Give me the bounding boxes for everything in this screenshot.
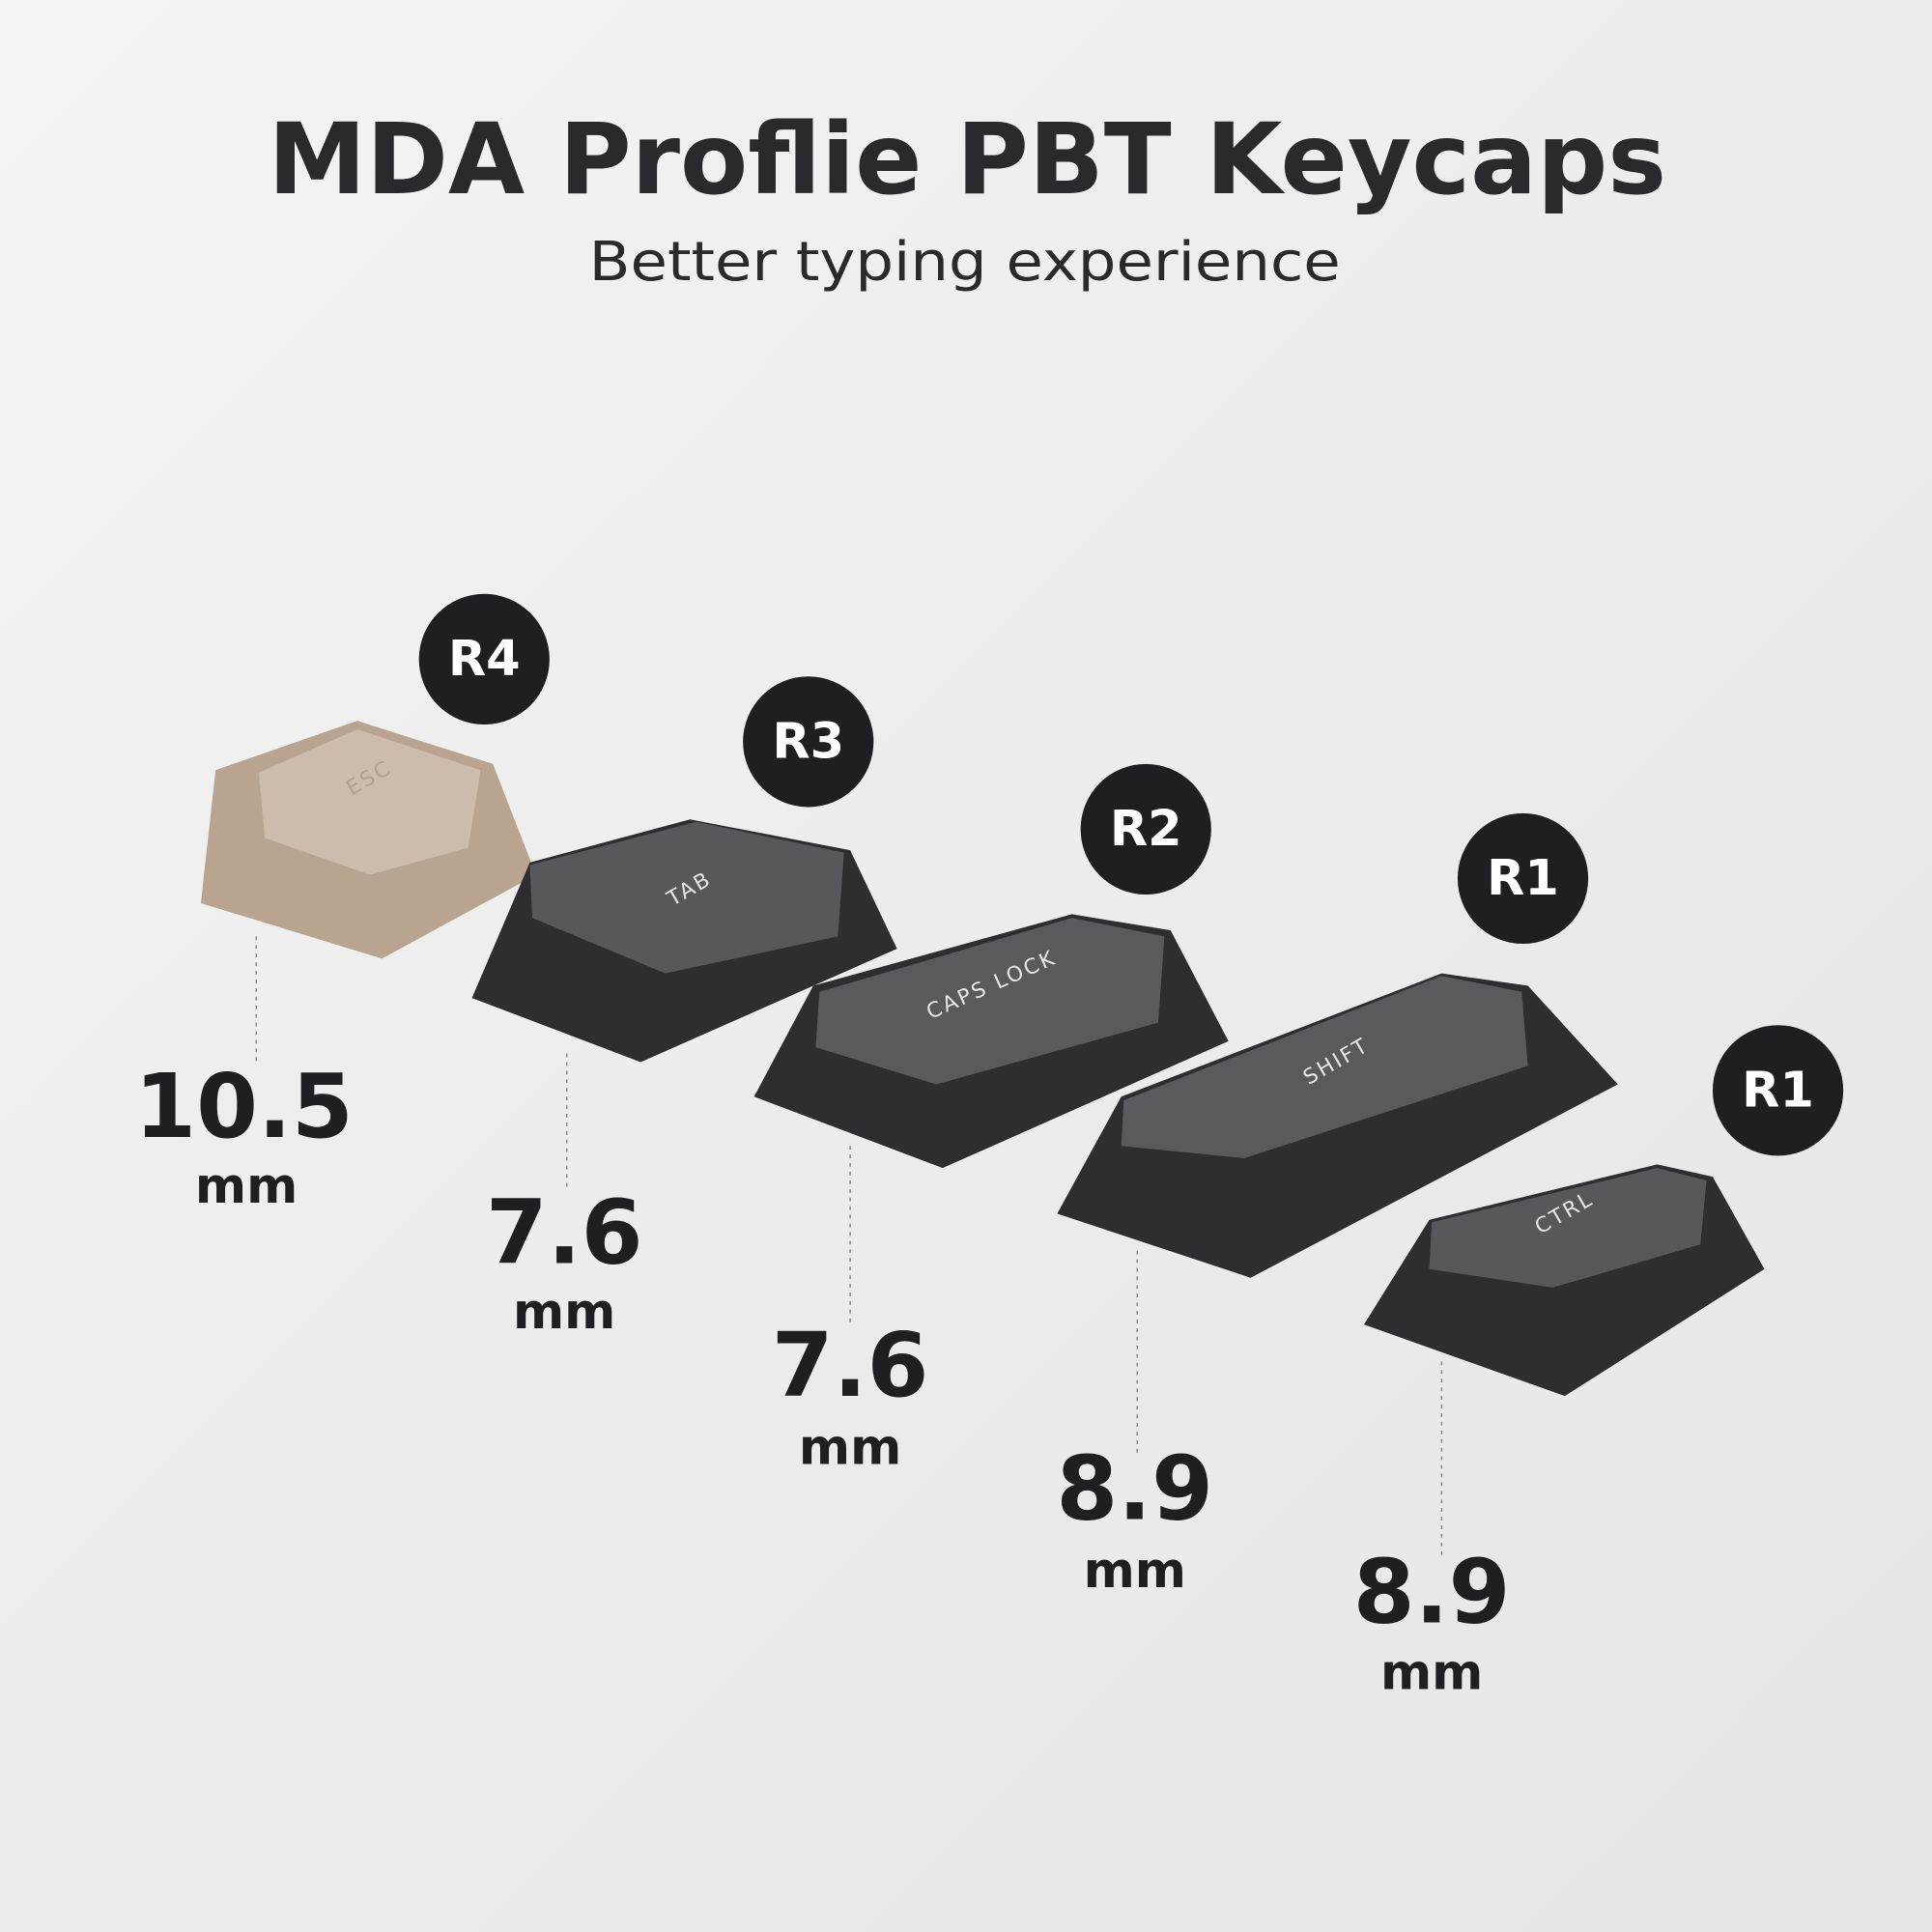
height-unit: mm xyxy=(513,1284,615,1341)
row-label: R1 xyxy=(1487,850,1559,907)
keycap-top xyxy=(258,729,481,875)
height-value: 10.5 xyxy=(134,1055,354,1158)
row-badge xyxy=(1080,763,1211,895)
row-badge xyxy=(418,593,550,724)
keycap-top xyxy=(815,918,1165,1085)
row-badge xyxy=(1712,1025,1844,1156)
keycap-top xyxy=(1121,976,1528,1158)
keycap-top xyxy=(529,821,844,974)
row-label: R2 xyxy=(1110,801,1182,858)
row-badge xyxy=(743,676,874,808)
height-unit: mm xyxy=(1380,1645,1483,1702)
height-value: 7.6 xyxy=(486,1180,643,1284)
row-label: R1 xyxy=(1742,1062,1814,1119)
keycap-top xyxy=(1429,1168,1707,1288)
height-value: 8.9 xyxy=(1353,1541,1511,1644)
title: MDA Proflie PBT Keycaps xyxy=(268,102,1666,217)
height-value: 8.9 xyxy=(1056,1437,1213,1541)
subtitle: Better typing experience xyxy=(589,231,1341,294)
row-badge xyxy=(1457,812,1589,945)
height-unit: mm xyxy=(195,1158,298,1215)
height-unit: mm xyxy=(799,1419,901,1476)
height-unit: mm xyxy=(1084,1543,1186,1600)
row-label: R4 xyxy=(448,631,521,688)
row-label: R3 xyxy=(772,713,844,770)
height-value: 7.6 xyxy=(772,1314,929,1417)
